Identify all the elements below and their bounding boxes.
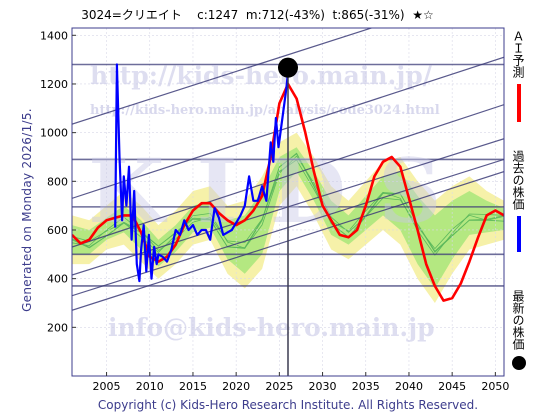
y-tick-label: 1200 bbox=[40, 78, 68, 91]
legend-latest-price-label: 最新の株価 bbox=[511, 290, 525, 350]
legend-latest-price: 最新の株価 bbox=[511, 290, 540, 370]
band-inner-green bbox=[72, 147, 504, 289]
x-tick-label: 2010 bbox=[136, 380, 164, 393]
y-tick-label: 1000 bbox=[40, 127, 68, 140]
legend-ai-forecast-label: ＡＩ予測 bbox=[511, 30, 525, 78]
legend-past-price-label: 過去の株価 bbox=[511, 150, 525, 210]
legend-ai-forecast: ＡＩ予測 bbox=[511, 30, 540, 122]
x-tick-label: 2050 bbox=[481, 380, 509, 393]
y-tick-label: 1400 bbox=[40, 29, 68, 42]
watermark-url: http://kids-hero.main.jp/ bbox=[90, 61, 433, 90]
x-tick-label: 2030 bbox=[309, 380, 337, 393]
y-tick-label: 800 bbox=[47, 175, 68, 188]
legend-ai-forecast-swatch bbox=[517, 84, 521, 122]
past-price-line bbox=[114, 63, 290, 283]
x-tick-label: 2040 bbox=[395, 380, 423, 393]
legend-past-price: 過去の株価 bbox=[511, 150, 540, 252]
x-tick-label: 2020 bbox=[222, 380, 250, 393]
chart-title: 3024=クリエイト c:1247 m:712(-43%) t:865(-31%… bbox=[81, 8, 434, 22]
legend-latest-price-dot bbox=[512, 356, 526, 370]
axes: 200 400 600 800 1000 1200 1400 2005 2010 2015 2020… bbox=[40, 29, 509, 393]
x-tick-label: 2035 bbox=[352, 380, 380, 393]
x-tick-label: 2015 bbox=[179, 380, 207, 393]
plot-frame bbox=[71, 27, 505, 377]
copyright-footer: Copyright (c) Kids-Hero Research Institu… bbox=[97, 398, 479, 412]
watermark-email: info@kids-hero.main.jp bbox=[108, 313, 435, 342]
x-tick-label: 2025 bbox=[265, 380, 293, 393]
channel-line bbox=[72, 28, 374, 125]
x-tick-label: 2005 bbox=[93, 380, 121, 393]
watermark-letters: KIDS bbox=[88, 139, 474, 243]
y-tick-label: 200 bbox=[47, 321, 68, 334]
y-tick-label: 600 bbox=[47, 224, 68, 237]
legend-past-price-swatch bbox=[517, 216, 521, 252]
latest-price-marker bbox=[278, 57, 298, 78]
watermark-analysis-url: http://kids-hero.main.jp/analysis/code30… bbox=[90, 103, 440, 118]
y-tick-label: 400 bbox=[47, 273, 68, 286]
watermark-layer: KIDS http://kids-hero.main.jp/ http://ki… bbox=[88, 61, 474, 342]
x-tick-label: 2045 bbox=[438, 380, 466, 393]
